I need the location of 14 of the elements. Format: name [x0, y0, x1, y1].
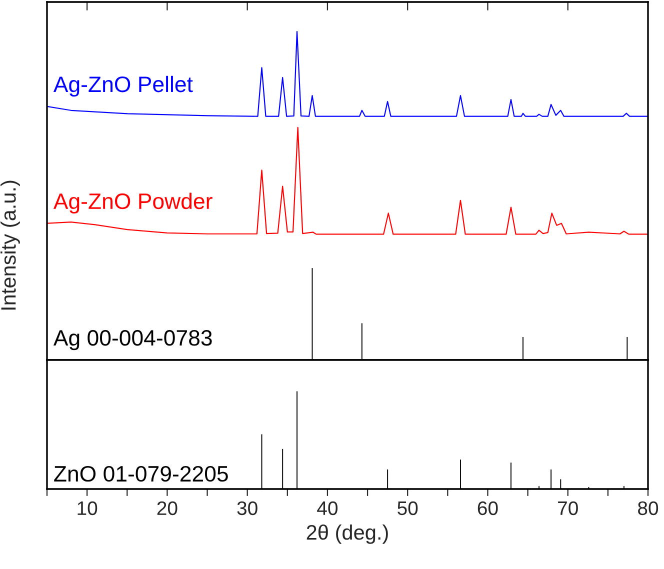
x-tick-label: 80 [638, 501, 658, 516]
x-tick-label: 40 [317, 501, 338, 516]
x-tick-label: 10 [78, 501, 98, 516]
x-tick-label: 30 [237, 501, 258, 516]
series-label: ZnO 01-079-2205 [54, 466, 228, 482]
x-tick-label: 70 [558, 501, 578, 516]
x-tick-label: 60 [478, 501, 498, 516]
series-label: Ag-ZnO Powder [53, 192, 212, 214]
series-label: Ag-ZnO Pellet [53, 76, 193, 97]
text: Ag 00-004-0783 [53, 330, 212, 350]
x-axis-title: 2θ (deg.) [306, 524, 388, 544]
x-tick-label: 20 [157, 501, 178, 516]
x-tick-label: 50 [398, 501, 418, 516]
y-axis-title: Intensity (a.u.) [0, 180, 20, 310]
